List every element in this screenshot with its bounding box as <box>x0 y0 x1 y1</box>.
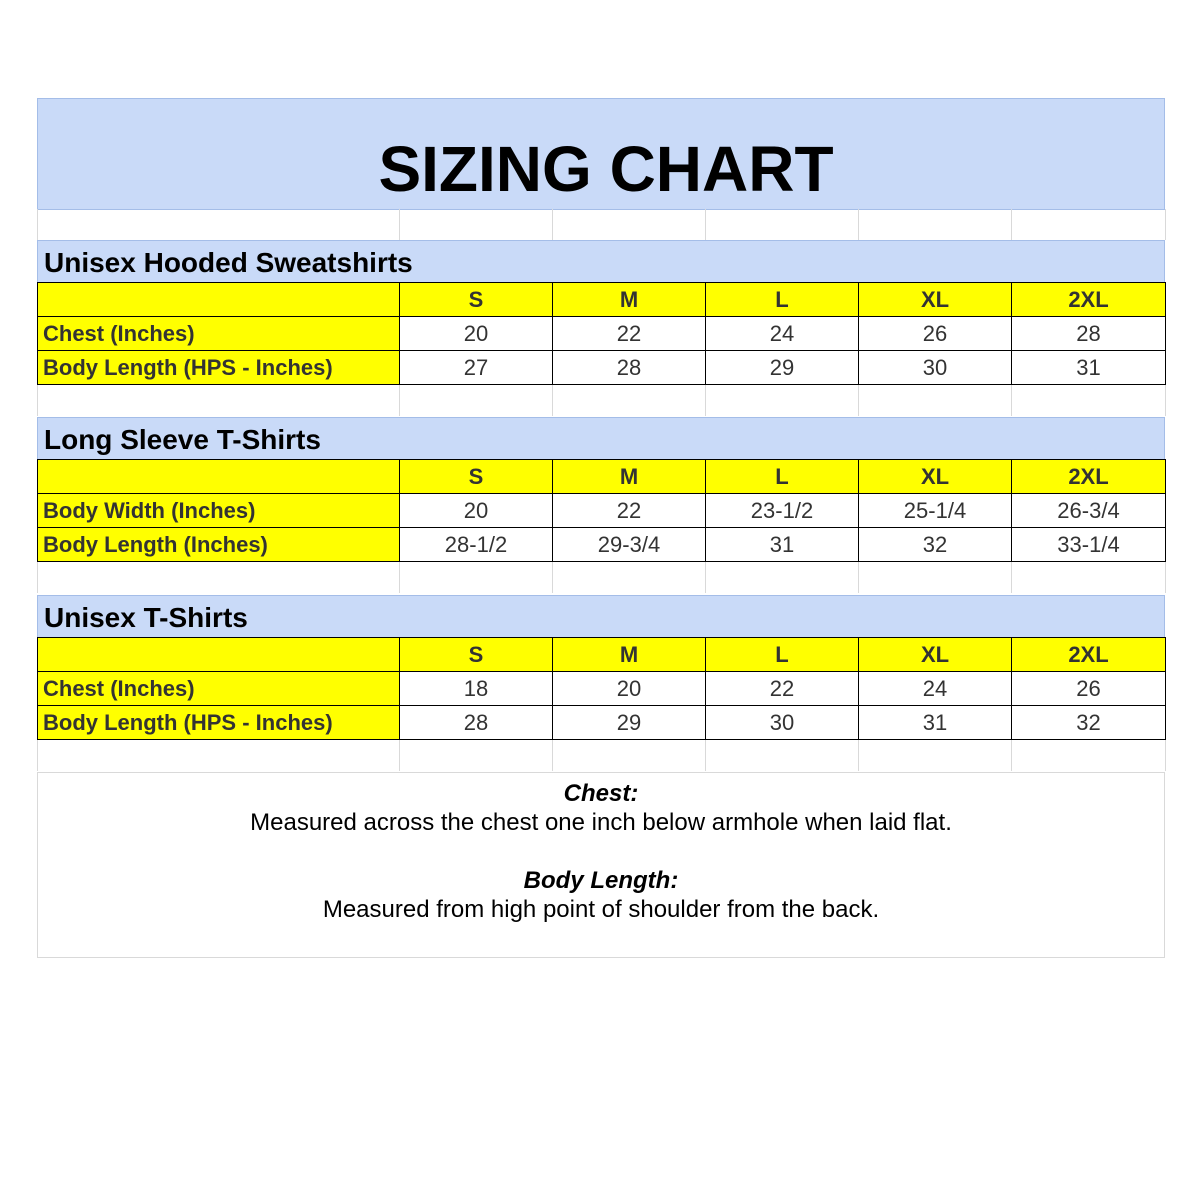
measurement-value: 20 <box>399 493 553 528</box>
row-label: Body Length (HPS - Inches) <box>37 350 400 385</box>
empty-cell <box>858 740 1012 771</box>
size-header: XL <box>858 282 1012 317</box>
size-header: L <box>705 282 859 317</box>
length-note-text: Measured from high point of shoulder fro… <box>322 896 880 923</box>
measurement-value: 31 <box>705 527 859 562</box>
measurement-value: 30 <box>858 350 1012 385</box>
empty-cell <box>1011 209 1166 240</box>
size-header: S <box>399 637 553 672</box>
measurement-value: 26 <box>1011 671 1166 706</box>
size-header: XL <box>858 459 1012 494</box>
empty-cell <box>37 209 400 240</box>
measurement-value: 28-1/2 <box>399 527 553 562</box>
size-header: 2XL <box>1011 282 1166 317</box>
measurement-value: 23-1/2 <box>705 493 859 528</box>
measurement-value: 28 <box>1011 316 1166 351</box>
size-header: S <box>399 459 553 494</box>
measurement-value: 26-3/4 <box>1011 493 1166 528</box>
measurement-value: 22 <box>552 493 706 528</box>
measurement-value: 29 <box>705 350 859 385</box>
measurement-value: 31 <box>858 705 1012 740</box>
empty-cell <box>399 562 553 593</box>
empty-cell <box>705 385 859 416</box>
page-title: SIZING CHART <box>37 98 1165 210</box>
measurement-value: 24 <box>705 316 859 351</box>
measurement-value: 28 <box>399 705 553 740</box>
length-note-title: Body Length: <box>523 867 679 894</box>
empty-cell <box>552 385 706 416</box>
measurement-value: 27 <box>399 350 553 385</box>
empty-cell <box>399 209 553 240</box>
measurement-value: 31 <box>1011 350 1166 385</box>
measurement-value: 29 <box>552 705 706 740</box>
empty-cell <box>1011 740 1166 771</box>
measurement-value: 20 <box>552 671 706 706</box>
section-title: Unisex Hooded Sweatshirts <box>37 240 1165 282</box>
measurement-value: 29-3/4 <box>552 527 706 562</box>
empty-cell <box>1011 562 1166 593</box>
measurement-value: 32 <box>858 527 1012 562</box>
row-label: Body Width (Inches) <box>37 493 400 528</box>
empty-cell <box>705 209 859 240</box>
empty-cell <box>552 740 706 771</box>
row-label: Body Length (HPS - Inches) <box>37 705 400 740</box>
row-label: Body Length (Inches) <box>37 527 400 562</box>
empty-cell <box>552 209 706 240</box>
empty-cell <box>399 385 553 416</box>
measurement-value: 25-1/4 <box>858 493 1012 528</box>
size-header: M <box>552 637 706 672</box>
header-label-cell <box>37 282 400 317</box>
measurement-value: 26 <box>858 316 1012 351</box>
empty-cell <box>552 562 706 593</box>
empty-cell <box>858 209 1012 240</box>
empty-cell <box>399 740 553 771</box>
measurement-value: 33-1/4 <box>1011 527 1166 562</box>
empty-cell <box>1011 385 1166 416</box>
header-label-cell <box>37 637 400 672</box>
empty-cell <box>37 385 400 416</box>
size-header: XL <box>858 637 1012 672</box>
measurement-notes: Chest: Measured across the chest one inc… <box>37 772 1165 958</box>
size-header: M <box>552 282 706 317</box>
size-header: L <box>705 459 859 494</box>
measurement-value: 18 <box>399 671 553 706</box>
empty-cell <box>37 740 400 771</box>
size-header: M <box>552 459 706 494</box>
row-label: Chest (Inches) <box>37 671 400 706</box>
measurement-value: 22 <box>705 671 859 706</box>
empty-cell <box>37 562 400 593</box>
size-header: 2XL <box>1011 459 1166 494</box>
size-header: 2XL <box>1011 637 1166 672</box>
section-title: Long Sleeve T-Shirts <box>37 417 1165 459</box>
chest-note-title: Chest: <box>563 780 639 807</box>
measurement-value: 28 <box>552 350 706 385</box>
measurement-value: 30 <box>705 705 859 740</box>
section-title: Unisex T-Shirts <box>37 595 1165 637</box>
chest-note-text: Measured across the chest one inch below… <box>250 809 952 836</box>
size-header: S <box>399 282 553 317</box>
empty-cell <box>705 562 859 593</box>
size-header: L <box>705 637 859 672</box>
row-label: Chest (Inches) <box>37 316 400 351</box>
measurement-value: 22 <box>552 316 706 351</box>
measurement-value: 32 <box>1011 705 1166 740</box>
header-label-cell <box>37 459 400 494</box>
empty-cell <box>858 562 1012 593</box>
measurement-value: 24 <box>858 671 1012 706</box>
empty-cell <box>858 385 1012 416</box>
empty-cell <box>705 740 859 771</box>
measurement-value: 20 <box>399 316 553 351</box>
